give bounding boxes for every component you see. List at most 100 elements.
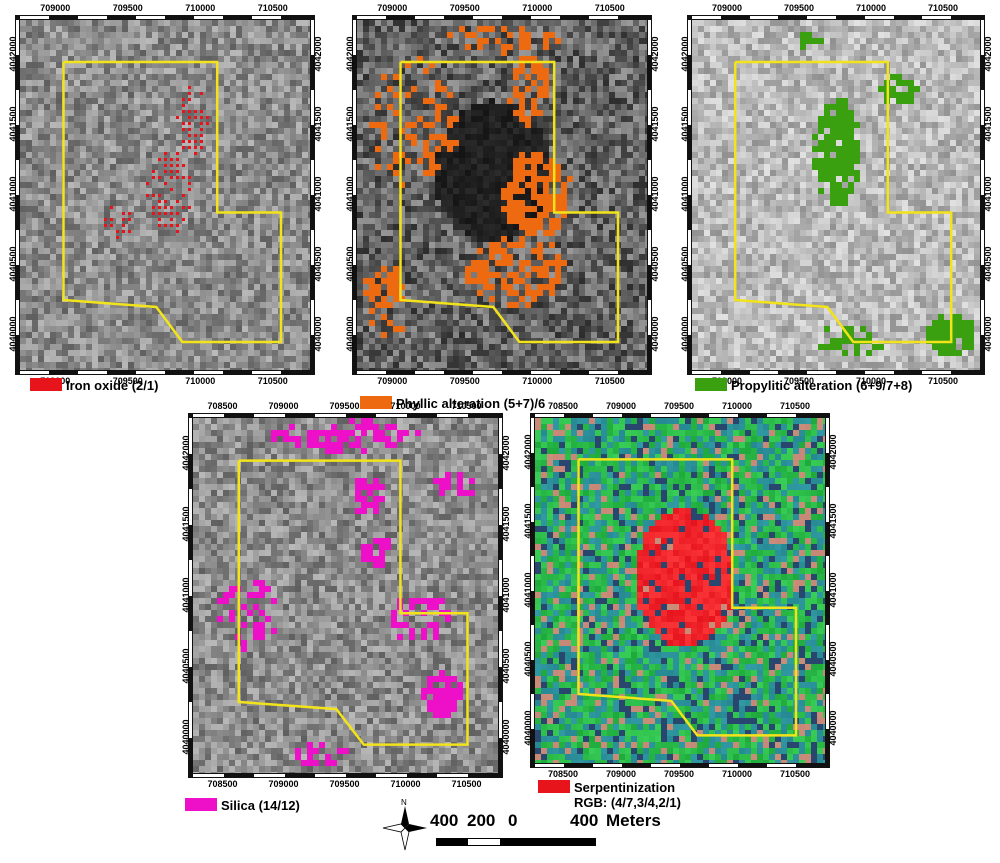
x-tick-label: 710000 (722, 769, 753, 779)
frame-tick (499, 560, 502, 596)
frame-tick (531, 556, 534, 591)
scale-bar-segments (436, 838, 596, 846)
frame-tick (311, 90, 314, 125)
frame-tick (692, 16, 721, 19)
frame-tick (826, 694, 829, 729)
y-tick-label: 4040000 (8, 316, 18, 352)
frame-tick (688, 230, 691, 265)
map-image (535, 418, 825, 763)
frame-tick (648, 160, 651, 195)
study-area-boundary (733, 60, 953, 344)
legend-label: Silica (14/12) (221, 798, 300, 813)
y-tick-label: 4040000 (828, 709, 838, 746)
frame-tick (648, 300, 651, 335)
frame-tick (353, 230, 356, 265)
frame-tick (688, 160, 691, 195)
map-legend: Silica (14/12) (185, 798, 300, 813)
frame-tick (252, 16, 281, 19)
frame-tick (254, 774, 285, 777)
x-tick-label: 709000 (377, 3, 408, 13)
frame-tick (981, 300, 984, 335)
x-tick-label: 709500 (664, 401, 695, 411)
y-tick-label: 4040500 (650, 246, 660, 282)
map-legend: Phyllic alteration (5+7)/6 (360, 396, 545, 411)
frame-tick (415, 371, 444, 374)
y-tick-label: 4042000 (828, 433, 838, 470)
y-tick-label: 4041000 (680, 176, 690, 212)
legend-label: Serpentinization (574, 780, 676, 795)
scale-bar: N 400 200 0 400 Meters (380, 798, 680, 860)
study-area-boundary (577, 458, 798, 737)
x-tick-label: 709500 (329, 401, 360, 411)
frame-tick (648, 230, 651, 265)
scale-label-200: 200 (467, 811, 496, 830)
x-tick-label: 709500 (112, 376, 143, 386)
frame-tick (357, 371, 386, 374)
legend-label: Propylitic alteration (6+9/7+8) (731, 378, 913, 393)
frame-tick (981, 230, 984, 265)
y-tick-label: 4040000 (181, 718, 191, 755)
legend-label: Phyllic alteration (5+7)/6 (396, 396, 546, 411)
frame-tick (311, 20, 314, 55)
frame-tick (16, 230, 19, 265)
map-legend: Propylitic alteration (6+9/7+8) (695, 378, 912, 393)
map-panel-serpentinization: 708500 708500 709000 709000 709500 709500 7100… (510, 400, 845, 820)
y-tick-label: 4041500 (650, 106, 660, 142)
map-panel-silica: 708500 708500 709000 709000 709500 709500 7100… (175, 400, 520, 820)
frame-tick (20, 371, 49, 374)
x-tick-label: 708500 (548, 401, 579, 411)
map-legend: Iron oxide (2/1) (30, 378, 158, 393)
y-tick-label: 4040000 (313, 316, 323, 352)
y-tick-label: 4041000 (313, 176, 323, 212)
study-area-boundary (62, 60, 283, 344)
frame-tick (648, 20, 651, 55)
frame-tick (826, 625, 829, 660)
y-tick-label: 4041000 (650, 176, 660, 212)
frame-tick (749, 16, 779, 19)
frame-tick (589, 371, 618, 374)
frame-tick (376, 774, 407, 777)
y-tick-label: 4042000 (313, 36, 323, 72)
y-tick-label: 4040500 (8, 246, 18, 282)
y-tick-label: 4041000 (345, 176, 355, 212)
frame-tick (651, 764, 680, 767)
frame-tick (78, 371, 107, 374)
frame-tick (531, 625, 534, 660)
y-tick-label: 4041500 (828, 502, 838, 539)
y-tick-label: 4041000 (8, 176, 18, 212)
legend-swatch (538, 780, 570, 793)
frame-tick (136, 371, 165, 374)
frame-tick (531, 371, 560, 374)
legend-sublabel: RGB: (4/7,3/4,2/1) (574, 795, 681, 810)
map-image (20, 20, 310, 370)
y-tick-label: 4041000 (181, 576, 191, 613)
frame-tick (709, 414, 738, 417)
y-tick-label: 4040000 (650, 316, 660, 352)
legend-swatch (360, 396, 392, 409)
frame-tick (353, 300, 356, 335)
x-tick-label: 710000 (390, 401, 421, 411)
frame-tick (864, 16, 894, 19)
y-tick-label: 4042000 (983, 36, 993, 72)
frame-tick (531, 16, 560, 19)
frame-tick (807, 371, 836, 374)
frame-tick (981, 90, 984, 125)
x-tick-label: 710500 (257, 376, 288, 386)
frame-tick (531, 418, 534, 453)
legend-swatch (30, 378, 62, 391)
frame-tick (353, 90, 356, 125)
frame-tick (254, 414, 285, 417)
x-tick-label: 710500 (928, 376, 959, 386)
frame-tick (437, 414, 468, 417)
y-tick-label: 4041500 (523, 502, 533, 539)
frame-tick (651, 414, 680, 417)
frame-tick (593, 764, 622, 767)
frame-tick (499, 702, 502, 738)
x-tick-label: 710000 (390, 779, 421, 789)
frame-tick (473, 371, 502, 374)
frame-tick (648, 90, 651, 125)
frame-tick (981, 160, 984, 195)
y-tick-label: 4042000 (345, 36, 355, 72)
legend-label: Iron oxide (2/1) (66, 378, 159, 393)
frame-tick (531, 694, 534, 729)
